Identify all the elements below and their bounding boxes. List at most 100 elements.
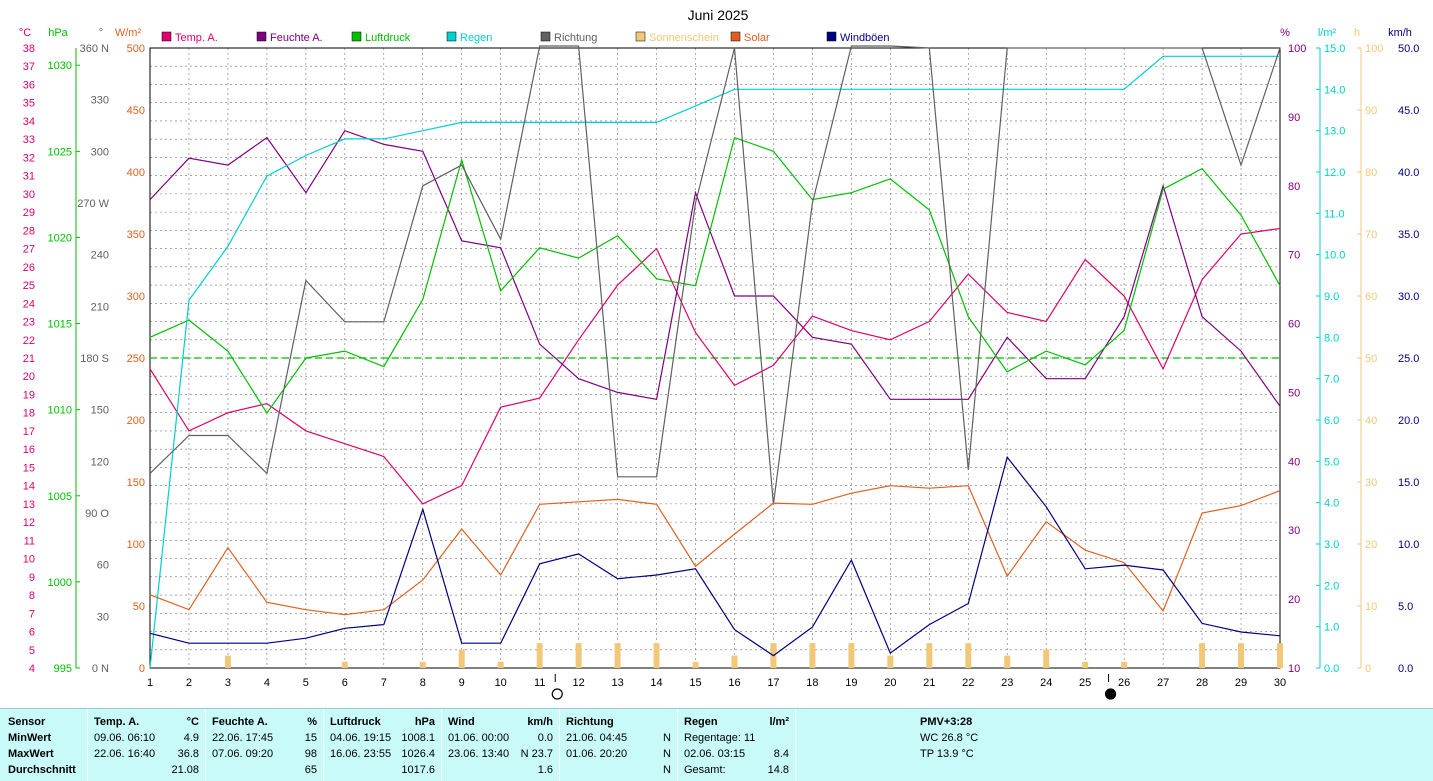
temp-tick-label: 9 <box>29 572 35 584</box>
sunshine-bar <box>887 655 894 668</box>
legend-label: Richtung <box>554 32 597 44</box>
direction-tick-label: 90 O <box>85 508 109 520</box>
sunshine-bar <box>1043 649 1050 668</box>
gust-tick-label: 5.0 <box>1398 601 1413 613</box>
stats-press-unit: hPa <box>414 716 435 728</box>
stats-rain-col: Regen l/m² Regentage: 11 02.06. 03:15 8.… <box>678 709 796 781</box>
temp-tick-label: 7 <box>29 608 35 620</box>
rain-tick-label: 9.0 <box>1324 291 1339 303</box>
x-tick-label: 6 <box>342 677 348 689</box>
series-lines <box>149 45 1281 669</box>
legend-item: Luftdruck <box>351 31 411 44</box>
sunshine-bar <box>497 661 504 668</box>
legend-label: Regen <box>460 32 492 44</box>
sunshine-bar <box>848 643 855 668</box>
stats-dir-max-time: 01.06. 20:20 <box>566 748 628 760</box>
x-tick-label: 10 <box>495 677 507 689</box>
rain-tick-label: 7.0 <box>1324 374 1339 386</box>
legend-swatch <box>446 31 457 42</box>
legend-label: Luftdruck <box>365 32 411 44</box>
solar-tick-label: 500 <box>127 43 145 55</box>
stats-temp-col: Temp. A. °C 09.06. 06:10 4.9 22.06. 16:4… <box>88 709 206 781</box>
rain-tick-label: 10.0 <box>1324 250 1345 262</box>
pressure-tick-label: 1020 <box>48 232 72 244</box>
temp-tick-label: 14 <box>23 481 35 493</box>
solar-tick-label: 150 <box>127 477 145 489</box>
temp-tick-label: 24 <box>23 298 35 310</box>
x-tick-label: 27 <box>1157 677 1169 689</box>
temp-tick-label: 5 <box>29 645 35 657</box>
temp-tick-label: 30 <box>23 189 35 201</box>
legend-label: Feuchte A. <box>270 32 323 44</box>
direction-tick-label: 30 <box>97 611 109 623</box>
rain-tick-label: 6.0 <box>1324 415 1339 427</box>
stats-temp-avg: 21.08 <box>171 764 199 776</box>
stats-wind-min-time: 01.06. 00:00 <box>448 732 510 744</box>
gust-tick-label: 50.0 <box>1398 43 1419 55</box>
pressure-tick-label: 1030 <box>48 60 72 72</box>
x-tick-label: 13 <box>611 677 623 689</box>
stats-max-label: MaxWert <box>8 748 54 760</box>
x-tick-label: 14 <box>650 677 662 689</box>
gust-unit-label: km/h <box>1388 27 1412 39</box>
gust-tick-label: 0.0 <box>1398 663 1413 675</box>
stats-press-max-val: 1026.4 <box>401 748 435 760</box>
temp-tick-label: 16 <box>23 444 35 456</box>
humidity-tick-label: 100 <box>1288 43 1306 55</box>
stats-min-label: MinWert <box>8 732 52 744</box>
x-tick-label: 2 <box>186 677 192 689</box>
pressure-tick-label: 995 <box>54 663 72 675</box>
x-tick-label: 17 <box>767 677 779 689</box>
stats-wind-avg: 1.6 <box>537 764 553 776</box>
chart-legend: Temp. A. Feuchte A. Luftdruck Regen Richtung… <box>161 31 890 44</box>
legend-swatch <box>256 31 267 42</box>
stats-rain-max-val: 8.4 <box>773 748 789 760</box>
stats-dir-header: Richtung <box>566 716 614 728</box>
x-tick-label: 4 <box>264 677 270 689</box>
temp-tick-label: 37 <box>23 61 35 73</box>
stats-pmv-title: PMV+3:28 <box>920 716 973 728</box>
stats-press-col: Luftdruck hPa 04.06. 19:15 1008.1 16.06.… <box>324 709 442 781</box>
legend-item: Sonnenschein <box>635 31 719 44</box>
sunshine-bar <box>1004 655 1011 668</box>
x-tick-label: 1 <box>147 677 153 689</box>
stats-press-min-val: 1008.1 <box>401 732 435 744</box>
stats-hum-max-time: 07.06. 09:20 <box>212 748 274 760</box>
temp-tick-label: 31 <box>23 171 35 183</box>
legend-swatch <box>351 31 362 42</box>
stats-rain-total-label: Gesamt: <box>684 764 726 776</box>
sunshine-bar <box>809 643 816 668</box>
sun-tick-label: 90 <box>1365 105 1377 117</box>
humidity-tick-label: 10 <box>1288 663 1300 675</box>
gust-tick-label: 30.0 <box>1398 291 1419 303</box>
humidity-unit-label: % <box>1280 27 1290 39</box>
temp-tick-label: 8 <box>29 590 35 602</box>
x-tick-label: 19 <box>845 677 857 689</box>
x-tick-label: 11 <box>534 677 545 689</box>
legend-swatch <box>540 31 551 42</box>
series-richtung <box>149 45 1281 505</box>
legend-label: Temp. A. <box>175 32 218 44</box>
x-tick-label: 28 <box>1196 677 1208 689</box>
gust-tick-label: 45.0 <box>1398 105 1419 117</box>
sunshine-bar <box>341 661 348 668</box>
direction-tick-label: 270 W <box>77 198 109 210</box>
x-tick-label: 21 <box>923 677 935 689</box>
temp-tick-label: 15 <box>23 462 35 474</box>
sun-tick-label: 10 <box>1365 601 1377 613</box>
gust-tick-label: 15.0 <box>1398 477 1419 489</box>
sunshine-bar <box>224 655 231 668</box>
x-tick-label: 15 <box>689 677 701 689</box>
stats-sensor-header: Sensor <box>8 716 46 728</box>
x-tick-label: 16 <box>728 677 740 689</box>
stats-pmv-wc: WC 26.8 °C <box>920 732 979 744</box>
x-tick-label: 29 <box>1235 677 1247 689</box>
sun-tick-label: 0 <box>1365 663 1371 675</box>
temp-tick-label: 12 <box>23 517 35 529</box>
sun-tick-label: 80 <box>1365 167 1377 179</box>
temp-tick-label: 17 <box>23 426 35 438</box>
rain-tick-label: 11.0 <box>1324 208 1345 220</box>
x-tick-label: 7 <box>381 677 387 689</box>
solar-tick-label: 100 <box>127 539 145 551</box>
solar-tick-label: 300 <box>127 291 145 303</box>
